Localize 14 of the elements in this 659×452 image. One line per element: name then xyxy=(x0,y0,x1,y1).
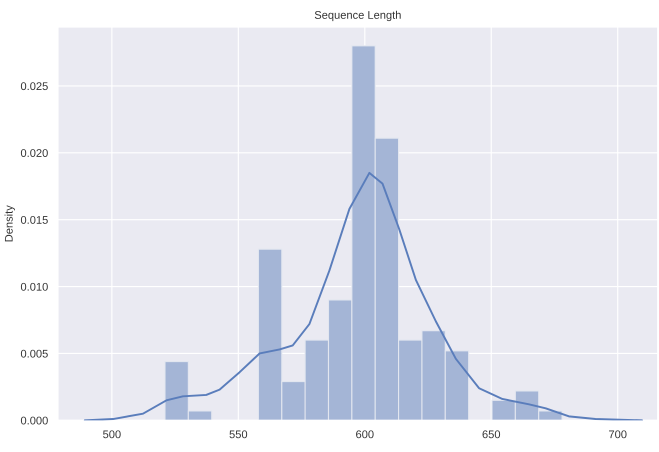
x-tick-label: 500 xyxy=(103,430,121,438)
y-tick-label: 0.000 xyxy=(20,416,48,424)
y-tick-label: 0.015 xyxy=(20,216,48,224)
x-tick-label: 550 xyxy=(230,430,248,438)
y-tick-label: 0.005 xyxy=(20,350,48,358)
chart-title: Sequence Length xyxy=(314,10,401,22)
y-tick-label: 0.010 xyxy=(20,282,48,291)
x-tick-label: 700 xyxy=(609,430,627,438)
y-tick-label: 0.025 xyxy=(20,82,48,90)
y-tick-label: 0.020 xyxy=(20,149,48,157)
line-series xyxy=(84,172,643,420)
x-tick-label: 600 xyxy=(356,430,374,438)
x-tick-label: 650 xyxy=(482,430,500,438)
y-axis-title: Density xyxy=(4,205,15,242)
